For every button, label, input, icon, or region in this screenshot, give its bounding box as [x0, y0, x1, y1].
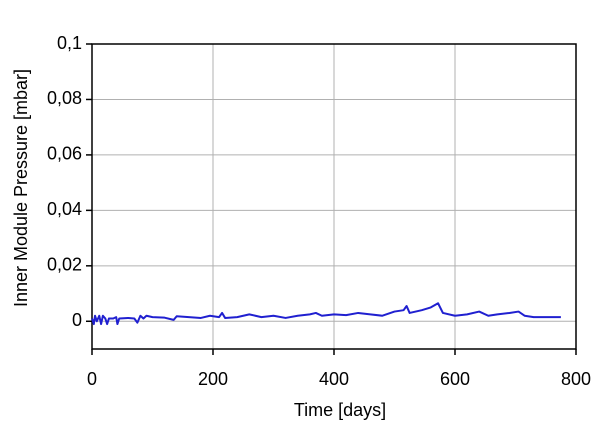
x-tick-label: 600 — [440, 369, 470, 389]
y-tick-label: 0,04 — [47, 199, 82, 219]
y-tick-label: 0,1 — [57, 33, 82, 53]
y-tick-label: 0 — [72, 310, 82, 330]
x-tick-label: 400 — [319, 369, 349, 389]
plot-frame — [91, 43, 577, 350]
x-tick-label: 800 — [561, 369, 591, 389]
x-tick-label: 200 — [198, 369, 228, 389]
y-tick-label: 0,08 — [47, 88, 82, 108]
y-tick-label: 0,02 — [47, 255, 82, 275]
y-tick-label: 0,06 — [47, 144, 82, 164]
x-axis-label: Time [days] — [294, 400, 386, 420]
x-tick-label: 0 — [87, 369, 97, 389]
y-axis-label: Inner Module Pressure [mbar] — [11, 69, 31, 307]
data-line — [91, 302, 561, 326]
